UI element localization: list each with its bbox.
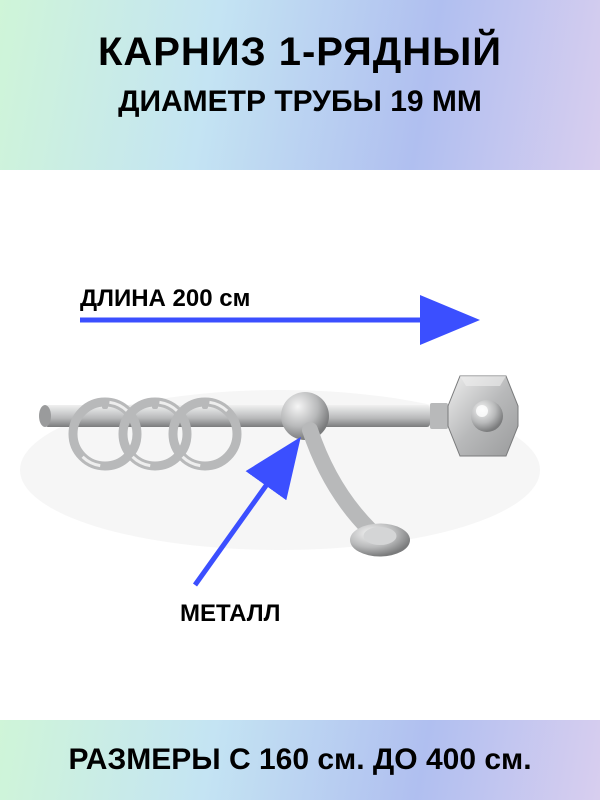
product-title: КАРНИЗ 1-РЯДНЫЙ bbox=[0, 30, 600, 75]
product-area: ДЛИНА 200 см МЕТАЛЛ bbox=[0, 170, 600, 720]
footer-text: РАЗМЕРЫ С 160 см. ДО 400 см. bbox=[68, 743, 531, 777]
annotation-length: ДЛИНА 200 см bbox=[80, 285, 250, 313]
product-subtitle: ДИАМЕТР ТРУБЫ 19 ММ bbox=[0, 85, 600, 119]
footer-band: РАЗМЕРЫ С 160 см. ДО 400 см. bbox=[0, 720, 600, 800]
product-illustration bbox=[0, 170, 600, 720]
annotation-material: МЕТАЛЛ bbox=[180, 600, 280, 628]
header-band: КАРНИЗ 1-РЯДНЫЙ ДИАМЕТР ТРУБЫ 19 ММ bbox=[0, 0, 600, 170]
